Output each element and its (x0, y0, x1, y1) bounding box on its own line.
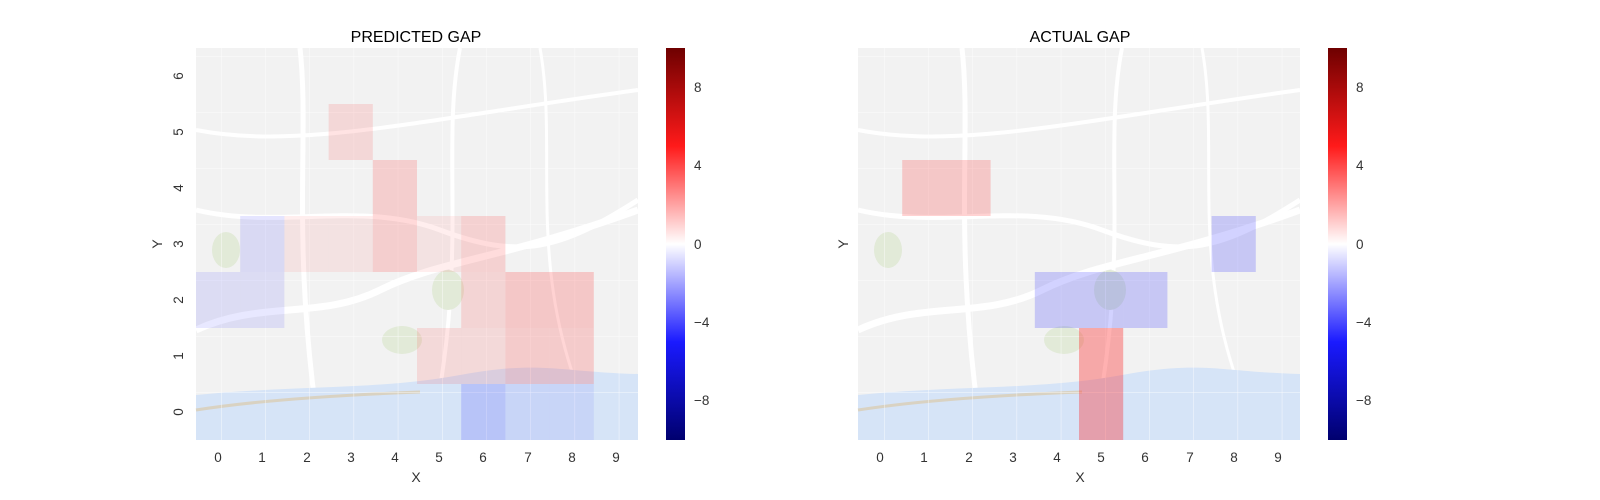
chart-title: ACTUAL GAP (1030, 29, 1131, 46)
colorbar: 8 4 0 −4 −8 (666, 48, 710, 440)
y-axis-label: Y (835, 239, 851, 249)
x-tick-label: 3 (347, 450, 355, 465)
heatmap-cell (902, 160, 947, 216)
heatmap-cell (505, 384, 550, 440)
panel-actual: ACTUAL GAP 0 1 2 3 4 5 6 7 8 (835, 29, 1372, 485)
colorbar-tick-label: −4 (694, 315, 710, 330)
heatmap-cell (1079, 384, 1124, 440)
colorbar-tick-label: 0 (1356, 237, 1364, 252)
x-tick-label: 0 (876, 450, 884, 465)
heatmap-cell (1034, 272, 1079, 328)
heatmap-cell (505, 328, 550, 384)
x-tick-label: 8 (1230, 450, 1238, 465)
colorbar-tick-label: −8 (1356, 393, 1371, 408)
x-tick-label: 4 (391, 450, 399, 465)
heatmap-cell (372, 216, 417, 272)
colorbar-tick-label: 4 (1356, 158, 1364, 173)
x-tick-label: 5 (1097, 450, 1105, 465)
x-tick-label: 1 (920, 450, 928, 465)
panel-predicted: PREDICTED GAP 0 1 2 3 4 5 6 7 8 (149, 29, 710, 485)
colorbar-gradient (1328, 48, 1347, 440)
x-tick-label: 6 (479, 450, 487, 465)
heatmap-cell (240, 272, 285, 328)
heatmap-cell (1079, 328, 1124, 384)
colorbar-tick-label: −4 (1356, 315, 1372, 330)
heatmap-cell (461, 384, 506, 440)
heatmap-cell (1079, 272, 1124, 328)
y-axis-label: Y (149, 239, 165, 249)
x-tick-label: 9 (1274, 450, 1282, 465)
x-tick-label: 3 (1009, 450, 1017, 465)
heatmap-cell (549, 384, 594, 440)
map-background (194, 47, 640, 441)
heatmap-cell (1123, 272, 1168, 328)
x-tick-label: 0 (214, 450, 222, 465)
y-tick-label: 6 (171, 72, 186, 80)
heatmap-cell (240, 216, 285, 272)
x-axis: 0 1 2 3 4 5 6 7 8 9 X (876, 450, 1282, 485)
x-tick-label: 9 (612, 450, 620, 465)
heatmap-cell (1211, 216, 1256, 272)
x-tick-label: 4 (1053, 450, 1061, 465)
heatmap-cell (549, 272, 594, 328)
y-axis: 0 1 2 3 4 5 6 Y (149, 72, 186, 416)
colorbar-gradient (666, 48, 685, 440)
heatmap-cell (417, 216, 462, 272)
x-axis-label: X (411, 469, 421, 485)
y-tick-label: 1 (171, 352, 186, 360)
x-tick-label: 6 (1141, 450, 1149, 465)
heatmap-cell (549, 328, 594, 384)
y-tick-label: 4 (171, 184, 186, 192)
colorbar: 8 4 0 −4 −8 (1328, 48, 1372, 440)
heatmap-cell (946, 160, 991, 216)
x-tick-label: 7 (1186, 450, 1194, 465)
heatmap-cell (417, 328, 462, 384)
heatmap-cell (328, 104, 373, 160)
colorbar-tick-label: −8 (694, 393, 709, 408)
chart-title: PREDICTED GAP (351, 29, 482, 46)
colorbar-tick-label: 0 (694, 237, 702, 252)
heatmap-cells (902, 160, 1256, 440)
heatmap-cell (461, 216, 506, 272)
x-axis-label: X (1075, 469, 1085, 485)
y-tick-label: 2 (171, 296, 186, 304)
x-tick-label: 2 (965, 450, 973, 465)
colorbar-tick-label: 4 (694, 158, 702, 173)
heatmap-cell (372, 160, 417, 216)
colorbar-tick-label: 8 (1356, 80, 1364, 95)
y-tick-label: 5 (171, 128, 186, 136)
y-axis: Y (835, 239, 851, 249)
heatmap-cell (461, 272, 506, 328)
heatmap-cell (196, 272, 241, 328)
map-background (856, 47, 1302, 441)
heatmap-cell (461, 328, 506, 384)
x-axis: 0 1 2 3 4 5 6 7 8 9 X (214, 450, 620, 485)
heatmap-cells (196, 104, 594, 440)
colorbar-tick-label: 8 (694, 80, 702, 95)
heatmap-cell (505, 272, 550, 328)
y-tick-label: 0 (171, 408, 186, 416)
heatmap-cell (328, 216, 373, 272)
y-tick-label: 3 (171, 240, 186, 248)
heatmap-cell (284, 216, 329, 272)
x-tick-label: 8 (568, 450, 576, 465)
x-tick-label: 1 (258, 450, 266, 465)
x-tick-label: 7 (524, 450, 532, 465)
x-tick-label: 5 (435, 450, 443, 465)
x-tick-label: 2 (303, 450, 311, 465)
